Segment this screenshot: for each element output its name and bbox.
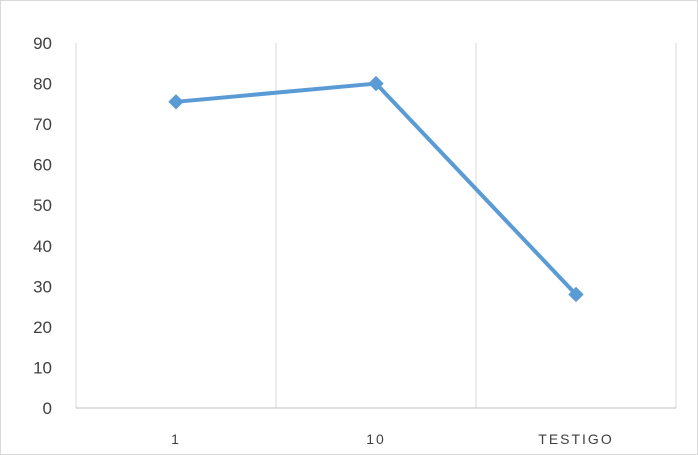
- x-tick-label: TESTIGO: [538, 431, 613, 447]
- y-tick-label: 50: [33, 196, 52, 215]
- y-tick-label: 80: [33, 75, 52, 94]
- y-tick-label: 90: [33, 34, 52, 53]
- y-tick-label: 30: [33, 277, 52, 296]
- x-tick-label: 1: [171, 431, 181, 447]
- y-tick-label: 60: [33, 156, 52, 175]
- y-tick-label: 0: [43, 399, 52, 418]
- y-tick-label: 20: [33, 318, 52, 337]
- y-tick-label: 70: [33, 115, 52, 134]
- x-tick-label: 10: [366, 431, 386, 447]
- y-tick-label: 40: [33, 237, 52, 256]
- y-tick-label: 10: [33, 358, 52, 377]
